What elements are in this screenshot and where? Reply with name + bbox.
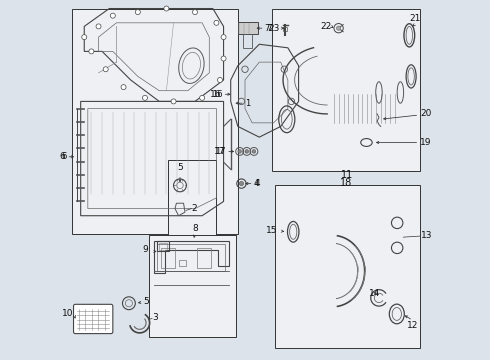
Bar	[275, 185, 420, 348]
Circle shape	[252, 150, 256, 153]
Circle shape	[103, 67, 108, 72]
Circle shape	[199, 95, 205, 100]
Circle shape	[171, 99, 176, 104]
Text: 4: 4	[253, 179, 259, 188]
Text: 6: 6	[60, 152, 65, 161]
Text: 6: 6	[61, 152, 66, 161]
Bar	[283, 27, 287, 31]
Text: 21: 21	[409, 14, 420, 23]
Circle shape	[221, 56, 226, 61]
Text: 3: 3	[152, 313, 158, 322]
Text: 22: 22	[320, 22, 331, 31]
Circle shape	[96, 24, 101, 29]
Text: 19: 19	[420, 138, 432, 147]
Circle shape	[238, 150, 242, 153]
Circle shape	[337, 26, 341, 30]
Text: 23: 23	[268, 24, 279, 33]
Circle shape	[221, 35, 226, 40]
Bar	[157, 241, 169, 251]
Circle shape	[121, 85, 126, 90]
Text: 1: 1	[245, 99, 250, 108]
Circle shape	[82, 35, 87, 40]
Text: 14: 14	[368, 289, 380, 298]
FancyBboxPatch shape	[74, 304, 113, 334]
Circle shape	[89, 49, 94, 54]
Text: 17: 17	[216, 147, 226, 156]
Bar	[148, 235, 236, 337]
Text: 18: 18	[340, 178, 352, 188]
Text: 17: 17	[214, 147, 225, 156]
Circle shape	[135, 10, 140, 15]
Text: 12: 12	[407, 321, 418, 330]
Text: 13: 13	[421, 231, 432, 240]
Circle shape	[239, 181, 244, 186]
Bar	[157, 244, 225, 271]
Text: 5: 5	[177, 163, 183, 172]
Text: 9: 9	[143, 245, 148, 254]
Text: 7: 7	[265, 24, 270, 33]
Text: 5: 5	[143, 297, 149, 306]
Text: 15: 15	[267, 225, 278, 234]
Text: 7: 7	[266, 24, 271, 33]
Circle shape	[245, 150, 248, 153]
Bar	[161, 248, 175, 267]
Circle shape	[110, 13, 115, 18]
Bar	[238, 22, 258, 33]
Text: 16: 16	[212, 90, 222, 99]
Circle shape	[193, 10, 197, 15]
Circle shape	[218, 77, 222, 82]
Text: 4: 4	[255, 179, 260, 188]
Text: 16: 16	[210, 90, 221, 99]
Bar	[197, 248, 211, 267]
Bar	[159, 243, 168, 250]
Bar	[179, 260, 186, 266]
Bar	[272, 9, 420, 171]
Text: 10: 10	[62, 310, 74, 319]
Text: 11: 11	[342, 170, 354, 180]
Circle shape	[214, 20, 219, 25]
Bar	[72, 9, 238, 234]
Text: 2: 2	[192, 204, 197, 213]
Circle shape	[164, 6, 169, 11]
Circle shape	[143, 95, 147, 100]
Text: 20: 20	[420, 109, 431, 118]
Text: 8: 8	[192, 224, 198, 233]
Bar	[243, 33, 252, 48]
Bar	[168, 160, 217, 237]
